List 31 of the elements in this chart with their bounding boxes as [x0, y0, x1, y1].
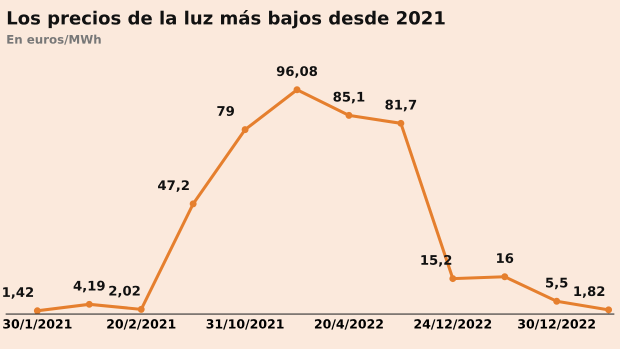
data-label: 2,02: [109, 286, 140, 298]
x-tick-label: 20/4/2022: [314, 319, 383, 330]
point: [190, 200, 197, 208]
point: [397, 120, 404, 127]
x-tick-label: 30/1/2021: [3, 319, 72, 330]
point: [449, 275, 456, 282]
data-label: 96,08: [276, 66, 318, 78]
point: [242, 126, 249, 134]
point: [553, 298, 560, 305]
x-tick-label: 30/12/2022: [518, 319, 595, 330]
point: [34, 307, 41, 314]
data-label: 79: [217, 106, 234, 116]
x-tick-label: 20/2/2021: [107, 319, 176, 330]
point: [138, 306, 145, 313]
x-tick-label: 31/10/2021: [206, 319, 284, 330]
data-label: 81,7: [385, 100, 416, 112]
data-label: 47,2: [158, 180, 189, 192]
point: [501, 273, 508, 280]
point: [345, 112, 352, 119]
data-label: 16: [497, 253, 514, 264]
chart-subtitle: En euros/MWh: [7, 34, 101, 45]
data-label: 85,1: [333, 92, 364, 104]
point: [294, 86, 300, 94]
data-label: 1,42: [3, 287, 34, 299]
point: [605, 306, 612, 314]
data-label: 5,5: [546, 278, 568, 290]
data-label: 4,19: [74, 280, 105, 292]
data-label: 1,82: [574, 286, 604, 298]
point: [86, 300, 93, 308]
x-tick-label: 24/12/2022: [414, 319, 492, 330]
chart-title: Los precios de la luz más bajos desde 2021: [8, 10, 445, 28]
